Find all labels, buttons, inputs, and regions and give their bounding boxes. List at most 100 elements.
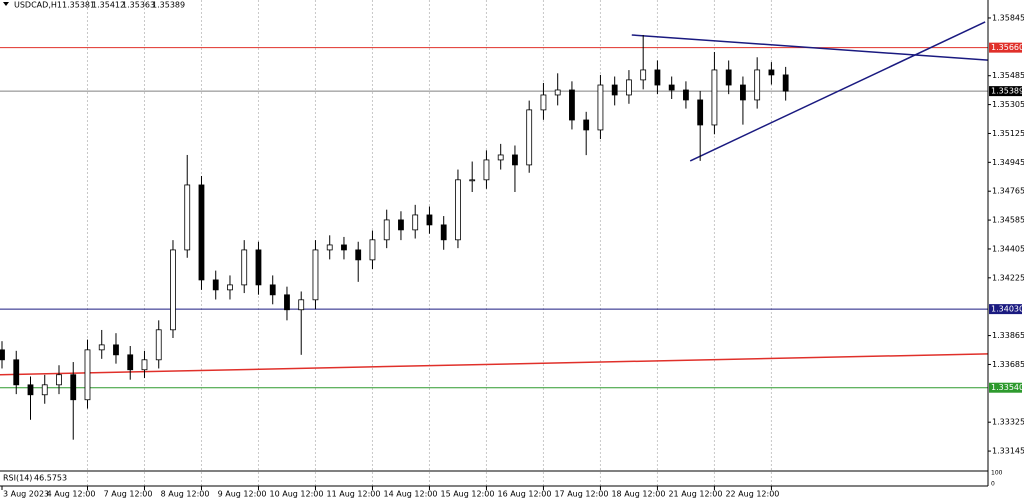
candle-body (668, 84, 675, 91)
candle-body (483, 159, 490, 181)
x-tick-label: 22 Aug 12:00 (725, 490, 779, 499)
candle-body (597, 84, 604, 131)
y-tick-label: 1.33685 (992, 360, 1024, 369)
candle-body (711, 69, 718, 126)
candle-body (298, 299, 305, 311)
candle-body (13, 359, 20, 386)
candle-body (127, 354, 134, 371)
candle-body (740, 84, 746, 101)
candle-body (469, 179, 476, 182)
y-tick-label: 1.33325 (992, 418, 1024, 427)
header-value: 1.35389 (152, 1, 185, 10)
y-tick-label: 1.34945 (992, 158, 1024, 167)
candle-body (640, 69, 647, 81)
candle-body (383, 219, 390, 241)
candle-body (768, 69, 775, 76)
candle-body (227, 284, 233, 291)
x-tick-label: 11 Aug 12:00 (327, 490, 381, 499)
x-tick-label: 17 Aug 12:00 (554, 490, 608, 499)
header-value: 1.35412 (92, 1, 125, 10)
candle-body (611, 84, 618, 96)
y-tick-label: 1.35125 (992, 129, 1024, 138)
level-label-box (989, 304, 1022, 315)
x-tick-label: 4 Aug 12:00 (47, 490, 96, 499)
trend-line (689, 21, 986, 162)
candle-body (654, 69, 661, 86)
candle-body (84, 349, 91, 401)
candle-body (312, 249, 319, 301)
candle-body (0, 349, 5, 361)
candle-body (554, 89, 561, 96)
candle-body (497, 154, 504, 161)
x-tick-label: 8 Aug 12:00 (161, 490, 210, 499)
candle-body (98, 344, 105, 351)
candle-body (141, 359, 148, 371)
menu-arrow[interactable] (3, 2, 9, 6)
rsi-tick-label: 0 (991, 481, 995, 488)
trend-line (631, 34, 988, 61)
candle-body (412, 214, 419, 231)
trend-line (0, 353, 988, 376)
candle-body (155, 329, 162, 361)
rsi-label: RSI(14) (3, 474, 32, 483)
candle-body (241, 249, 248, 286)
candle-body (326, 244, 333, 251)
header-value: 1.35363 (122, 1, 155, 10)
x-tick-label: 3 Aug 2023 (3, 490, 49, 499)
candle-body (426, 214, 433, 226)
x-tick-label: 18 Aug 12:00 (611, 490, 665, 499)
candle-body (683, 89, 689, 101)
header-value: 1.35381 (62, 1, 95, 10)
level-label-box (989, 42, 1022, 53)
candle-body (725, 69, 732, 86)
y-tick-label: 1.33145 (992, 447, 1024, 456)
x-tick-label: 10 Aug 12:00 (270, 490, 324, 499)
price-label: 1.35389 (991, 87, 1024, 96)
candle-body (284, 294, 290, 311)
candle-body (526, 109, 533, 166)
candle-body (255, 249, 262, 286)
plot-area (0, 21, 988, 440)
symbol-title: USDCAD,H1 (14, 1, 62, 10)
candle-body (512, 154, 518, 166)
level-label: 1.35660 (991, 43, 1024, 52)
level-label: 1.34030 (991, 305, 1024, 314)
y-tick-label: 1.35305 (992, 100, 1024, 109)
rsi-value: 46.5753 (34, 474, 67, 483)
y-tick-label: 1.35845 (992, 13, 1024, 22)
candle-body (198, 184, 205, 281)
candle-body (184, 184, 191, 251)
candle-body (626, 79, 632, 96)
x-tick-label: 16 Aug 12:00 (497, 490, 551, 499)
y-tick-label: 1.34405 (992, 244, 1024, 253)
x-tick-label: 7 Aug 12:00 (104, 490, 153, 499)
candle-body (569, 89, 575, 121)
x-tick-label: 9 Aug 12:00 (218, 490, 267, 499)
candle-body (170, 249, 176, 331)
x-tick-label: 15 Aug 12:00 (440, 490, 494, 499)
level-label-box (989, 382, 1022, 393)
candle-body (697, 99, 704, 126)
candle-body (113, 344, 119, 356)
y-tick-label: 1.34225 (992, 273, 1024, 282)
axes (0, 0, 989, 487)
candle-body (369, 239, 376, 261)
candle-body (70, 374, 77, 401)
x-tick-label: 21 Aug 12:00 (668, 490, 722, 499)
candle-body (56, 374, 62, 386)
y-tick-label: 1.33865 (992, 331, 1024, 340)
candle-body (398, 219, 404, 231)
price-label-box (989, 86, 1022, 97)
candle-body (583, 119, 590, 131)
x-tick-label: 14 Aug 12:00 (384, 490, 438, 499)
candle-body (269, 284, 276, 296)
candle-body (27, 384, 34, 396)
y-tick-label: 1.34585 (992, 216, 1024, 225)
candle-body (782, 74, 789, 92)
candle-body (212, 279, 219, 291)
candle-body (455, 179, 461, 241)
candle-body (41, 384, 48, 396)
candle-body (540, 94, 547, 111)
